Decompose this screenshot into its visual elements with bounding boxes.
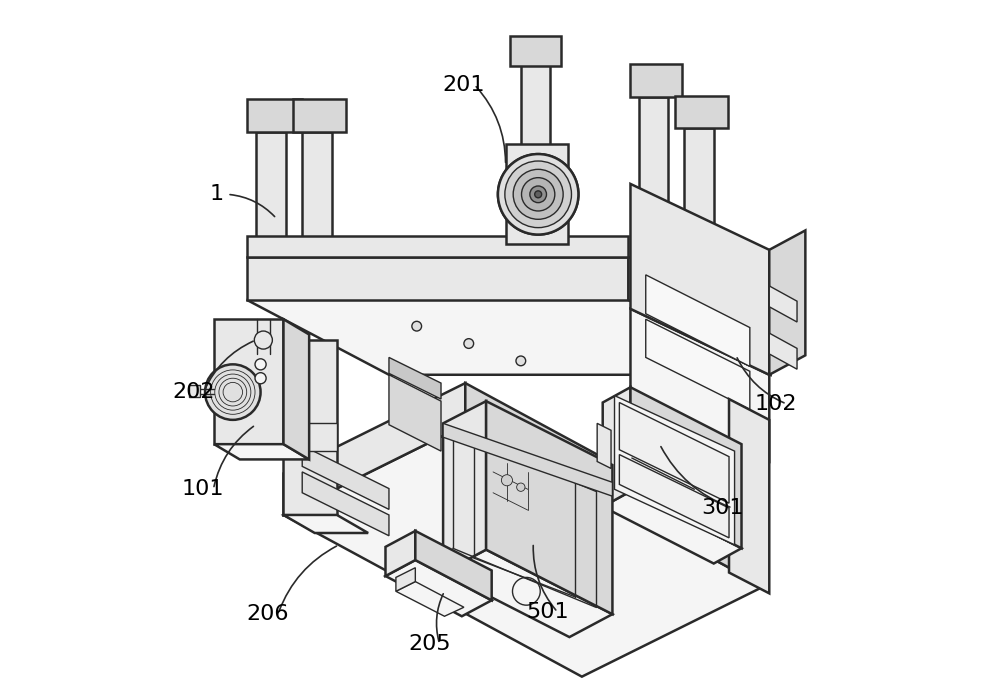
Polygon shape [646,275,750,366]
Polygon shape [283,319,309,459]
Text: 202: 202 [172,382,215,402]
Polygon shape [443,423,612,496]
Text: 205: 205 [408,634,451,654]
Polygon shape [283,425,764,677]
Polygon shape [443,550,612,637]
Polygon shape [628,257,771,375]
Polygon shape [189,385,200,397]
Text: 101: 101 [182,480,224,499]
Polygon shape [603,491,742,564]
Circle shape [514,170,562,219]
Polygon shape [521,64,550,146]
Polygon shape [396,568,415,591]
Circle shape [505,161,571,228]
Polygon shape [247,300,771,375]
Polygon shape [619,403,729,503]
Circle shape [498,154,578,235]
Polygon shape [214,319,283,444]
Polygon shape [646,319,750,409]
Circle shape [517,483,525,491]
Polygon shape [675,96,728,128]
Circle shape [513,169,563,219]
Polygon shape [415,531,492,600]
Text: 102: 102 [755,394,797,414]
Circle shape [255,359,266,370]
Polygon shape [729,399,769,593]
Polygon shape [389,375,441,451]
Polygon shape [389,357,441,399]
Text: 201: 201 [443,75,485,94]
Polygon shape [385,531,415,576]
Polygon shape [506,144,568,244]
Polygon shape [214,444,309,459]
Polygon shape [465,383,764,586]
Circle shape [522,178,555,211]
Circle shape [523,179,553,210]
Polygon shape [385,560,492,616]
Polygon shape [396,582,464,616]
Polygon shape [684,128,714,257]
Text: 206: 206 [246,604,289,624]
Polygon shape [283,423,337,451]
Polygon shape [769,333,797,369]
Circle shape [205,364,261,420]
Polygon shape [302,446,389,509]
Text: 301: 301 [701,498,743,518]
Polygon shape [443,401,486,573]
Text: 1: 1 [210,185,224,204]
Circle shape [501,475,512,486]
Polygon shape [256,132,286,257]
Polygon shape [630,184,769,375]
Polygon shape [603,387,630,507]
Polygon shape [769,230,805,375]
Circle shape [464,339,474,348]
Polygon shape [302,132,332,257]
Polygon shape [283,383,465,515]
Polygon shape [630,387,742,548]
Polygon shape [293,99,346,132]
Polygon shape [510,36,561,66]
Circle shape [412,321,422,331]
Polygon shape [597,423,611,468]
Circle shape [535,191,542,198]
Circle shape [530,186,546,203]
Polygon shape [769,286,797,322]
Circle shape [498,154,578,235]
Polygon shape [283,515,368,533]
Polygon shape [247,99,302,132]
Polygon shape [639,97,668,236]
Polygon shape [283,340,337,515]
Polygon shape [247,236,628,257]
Polygon shape [630,64,682,97]
Circle shape [531,187,545,201]
Polygon shape [619,455,729,538]
Polygon shape [630,309,769,462]
Circle shape [255,373,266,384]
Polygon shape [302,472,389,536]
Circle shape [516,356,526,366]
Polygon shape [486,401,612,614]
Polygon shape [615,396,735,545]
Text: 501: 501 [526,602,569,622]
Circle shape [505,161,571,228]
Circle shape [512,577,540,605]
Polygon shape [247,257,628,300]
Circle shape [254,331,272,349]
